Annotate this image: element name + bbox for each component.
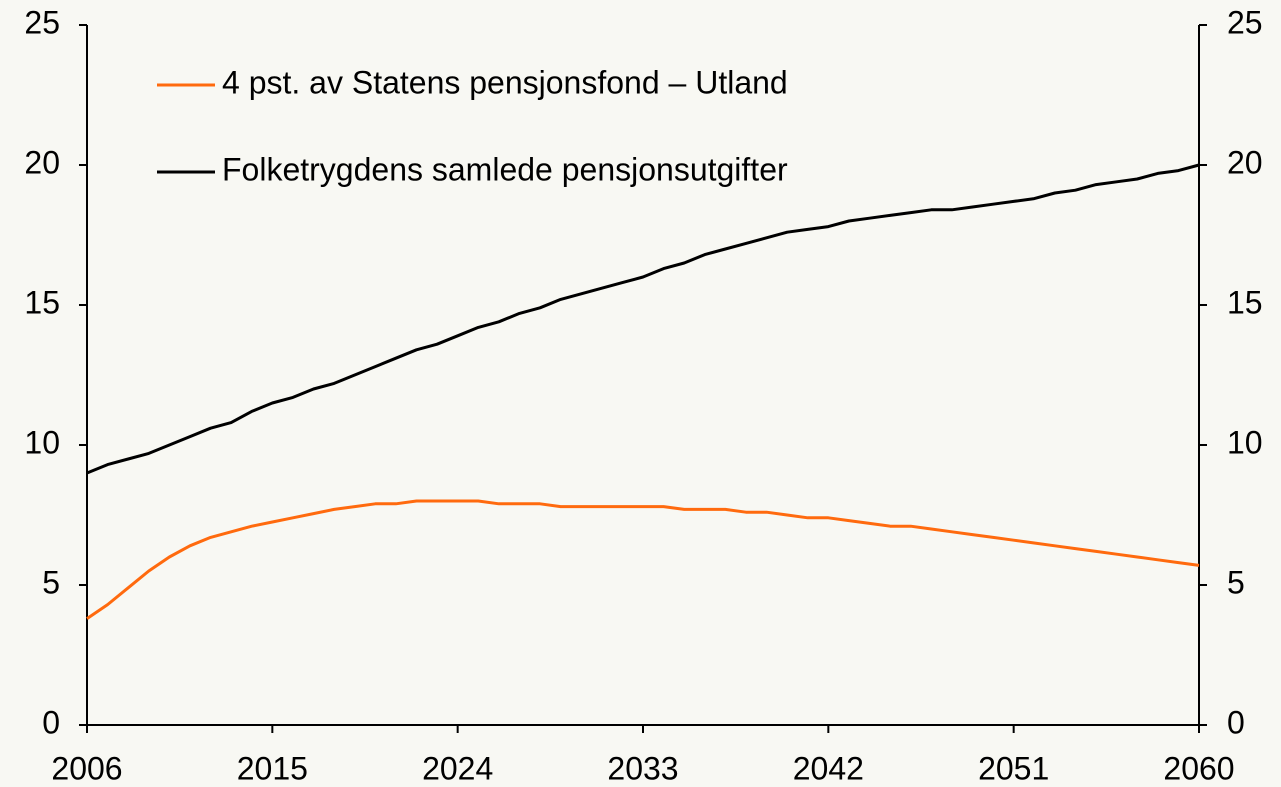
x-tick-label: 2042	[793, 750, 864, 786]
y2-tick-label: 0	[1227, 704, 1245, 740]
x-tick-label: 2033	[607, 750, 678, 786]
y-tick-label: 20	[24, 144, 60, 180]
y2-tick-label: 10	[1227, 424, 1263, 460]
y-tick-label: 0	[42, 704, 60, 740]
x-tick-label: 2051	[978, 750, 1049, 786]
y-tick-label: 10	[24, 424, 60, 460]
y2-tick-label: 20	[1227, 144, 1263, 180]
y-tick-label: 15	[24, 284, 60, 320]
y-tick-label: 25	[24, 4, 60, 40]
series-line	[86, 163, 1200, 475]
legend-label: Folketrygdens samlede pensjonsutgifter	[222, 151, 788, 187]
y2-tick-label: 15	[1227, 284, 1263, 320]
legend-label: 4 pst. av Statens pensjonsfond – Utland	[222, 64, 788, 100]
x-tick-label: 2015	[237, 750, 308, 786]
plot-background	[87, 25, 1199, 725]
x-tick-label: 2024	[422, 750, 493, 786]
x-tick-label: 2060	[1163, 750, 1234, 786]
y2-tick-label: 5	[1227, 564, 1245, 600]
x-tick-label: 2006	[51, 750, 122, 786]
series-line	[86, 499, 1200, 620]
y2-tick-label: 25	[1227, 4, 1263, 40]
y-tick-label: 5	[42, 564, 60, 600]
